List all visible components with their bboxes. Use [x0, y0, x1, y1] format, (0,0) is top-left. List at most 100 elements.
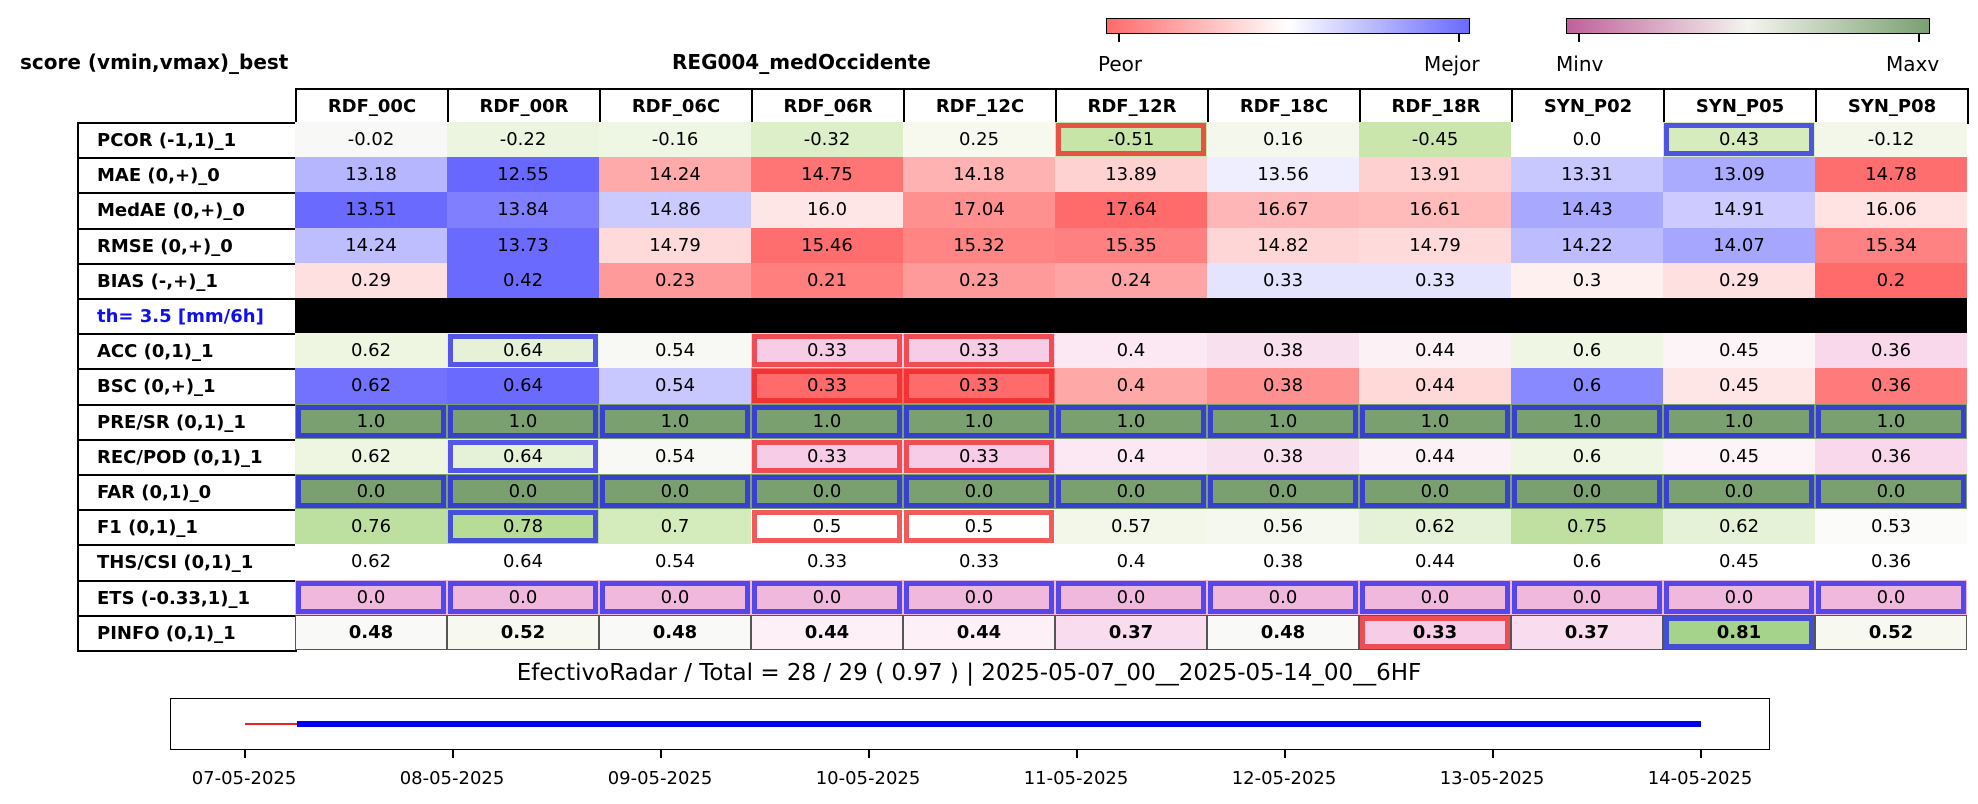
table-cell: 0.0 — [447, 579, 599, 615]
diverging-colorbar — [1106, 18, 1470, 34]
table-cell: 0.33 — [751, 544, 903, 580]
table-cell: 0.48 — [599, 614, 751, 650]
table-cell: 0.54 — [599, 333, 751, 369]
table-cell: 14.24 — [599, 157, 751, 193]
table-cell: 0.62 — [295, 368, 447, 404]
colorbar-label-minv: Minv — [1556, 52, 1604, 76]
table-cell: 0.62 — [1359, 509, 1511, 545]
table-cell: 0.42 — [447, 262, 599, 298]
table-cell: 0.0 — [1511, 474, 1663, 510]
timeline-tick — [660, 750, 662, 758]
table-cell: -0.02 — [295, 122, 447, 158]
timeline-tick — [244, 750, 246, 758]
table-cell: 13.51 — [295, 192, 447, 228]
table-cell: 0.33 — [903, 333, 1055, 369]
table-cell: 0.29 — [295, 262, 447, 298]
table-cell: 0.62 — [1663, 509, 1815, 545]
table-cell: 14.07 — [1663, 227, 1815, 263]
table-cell: 0.0 — [903, 474, 1055, 510]
table-cell: 1.0 — [751, 403, 903, 439]
table-cell: 0.5 — [903, 509, 1055, 545]
table-cell: 0.6 — [1511, 333, 1663, 369]
table-cell: 0.0 — [903, 579, 1055, 615]
table-cell: 0.36 — [1815, 368, 1967, 404]
table-cell: 0.4 — [1055, 333, 1207, 369]
table-cell: 16.61 — [1359, 192, 1511, 228]
table-cell: 1.0 — [1815, 403, 1967, 439]
column-header: SYN_P05 — [1663, 88, 1817, 124]
table-cell: 1.0 — [1055, 403, 1207, 439]
timeline-tick — [1284, 750, 1286, 758]
row-label: PRE/SR (0,1)_1 — [77, 403, 297, 441]
table-cell: 15.32 — [903, 227, 1055, 263]
table-cell: 13.18 — [295, 157, 447, 193]
table-cell: 0.38 — [1207, 544, 1359, 580]
table-cell: 0.36 — [1815, 544, 1967, 580]
table-cell: 14.43 — [1511, 192, 1663, 228]
table-cell: 0.33 — [751, 368, 903, 404]
table-cell: 0.44 — [751, 614, 903, 650]
table-cell: 0.0 — [751, 474, 903, 510]
table-cell: 0.4 — [1055, 368, 1207, 404]
table-cell: 1.0 — [903, 403, 1055, 439]
table-cell: 0.45 — [1663, 438, 1815, 474]
table-cell: 0.0 — [599, 474, 751, 510]
table-cell: 13.73 — [447, 227, 599, 263]
table-cell: 13.91 — [1359, 157, 1511, 193]
table-cell: 13.09 — [1663, 157, 1815, 193]
table-cell: 0.24 — [1055, 262, 1207, 298]
table-cell: 0.53 — [1815, 509, 1967, 545]
missing-period-line — [245, 723, 297, 725]
table-cell: 13.89 — [1055, 157, 1207, 193]
row-label: BSC (0,+)_1 — [77, 368, 297, 406]
row-label: FAR (0,1)_0 — [77, 474, 297, 512]
table-cell: 0.62 — [295, 544, 447, 580]
table-cell: 0.0 — [447, 474, 599, 510]
table-cell: 0.21 — [751, 262, 903, 298]
table-cell: 0.23 — [599, 262, 751, 298]
timeline-tick-label: 13-05-2025 — [1439, 768, 1545, 789]
table-cell: 0.64 — [447, 368, 599, 404]
table-cell: 16.0 — [751, 192, 903, 228]
table-cell: 0.64 — [447, 438, 599, 474]
table-cell: 0.33 — [1207, 262, 1359, 298]
table-cell: 0.57 — [1055, 509, 1207, 545]
table-cell: 0.54 — [599, 438, 751, 474]
sequential-colorbar — [1566, 18, 1930, 34]
table-cell: 0.44 — [1359, 368, 1511, 404]
table-cell: 0.45 — [1663, 333, 1815, 369]
table-cell: 0.52 — [1815, 614, 1967, 650]
table-cell: -0.22 — [447, 122, 599, 158]
timeline-tick-label: 07-05-2025 — [191, 768, 297, 789]
table-cell: 0.54 — [599, 368, 751, 404]
table-cell: 15.35 — [1055, 227, 1207, 263]
row-label: REC/POD (0,1)_1 — [77, 438, 297, 476]
table-cell: -0.45 — [1359, 122, 1511, 158]
column-header: RDF_06C — [599, 88, 753, 124]
table-cell: 0.37 — [1055, 614, 1207, 650]
timeline-tick — [1700, 750, 1702, 758]
table-cell: 0.33 — [903, 368, 1055, 404]
chart-title-left: score (vmin,vmax)_best — [20, 50, 289, 74]
colorbar-label-mejor: Mejor — [1424, 52, 1480, 76]
table-cell: 0.0 — [599, 579, 751, 615]
table-cell: 1.0 — [1359, 403, 1511, 439]
timeline-tick-label: 09-05-2025 — [607, 768, 713, 789]
table-cell: 0.75 — [1511, 509, 1663, 545]
table-cell: 0.0 — [1511, 122, 1663, 158]
table-cell: 0.38 — [1207, 438, 1359, 474]
table-cell: 14.86 — [599, 192, 751, 228]
table-cell: 0.0 — [1815, 579, 1967, 615]
table-cell: 14.91 — [1663, 192, 1815, 228]
table-cell: 1.0 — [1207, 403, 1359, 439]
table-cell: 0.0 — [751, 579, 903, 615]
row-label: PCOR (-1,1)_1 — [77, 122, 297, 160]
table-cell: 16.67 — [1207, 192, 1359, 228]
table-cell: 0.48 — [295, 614, 447, 650]
table-cell: 0.43 — [1663, 122, 1815, 158]
colorbar-tick — [1118, 34, 1120, 42]
table-cell: 0.45 — [1663, 368, 1815, 404]
timeline-tick-label: 12-05-2025 — [1231, 768, 1337, 789]
column-header: SYN_P08 — [1815, 88, 1969, 124]
table-cell: 0.7 — [599, 509, 751, 545]
